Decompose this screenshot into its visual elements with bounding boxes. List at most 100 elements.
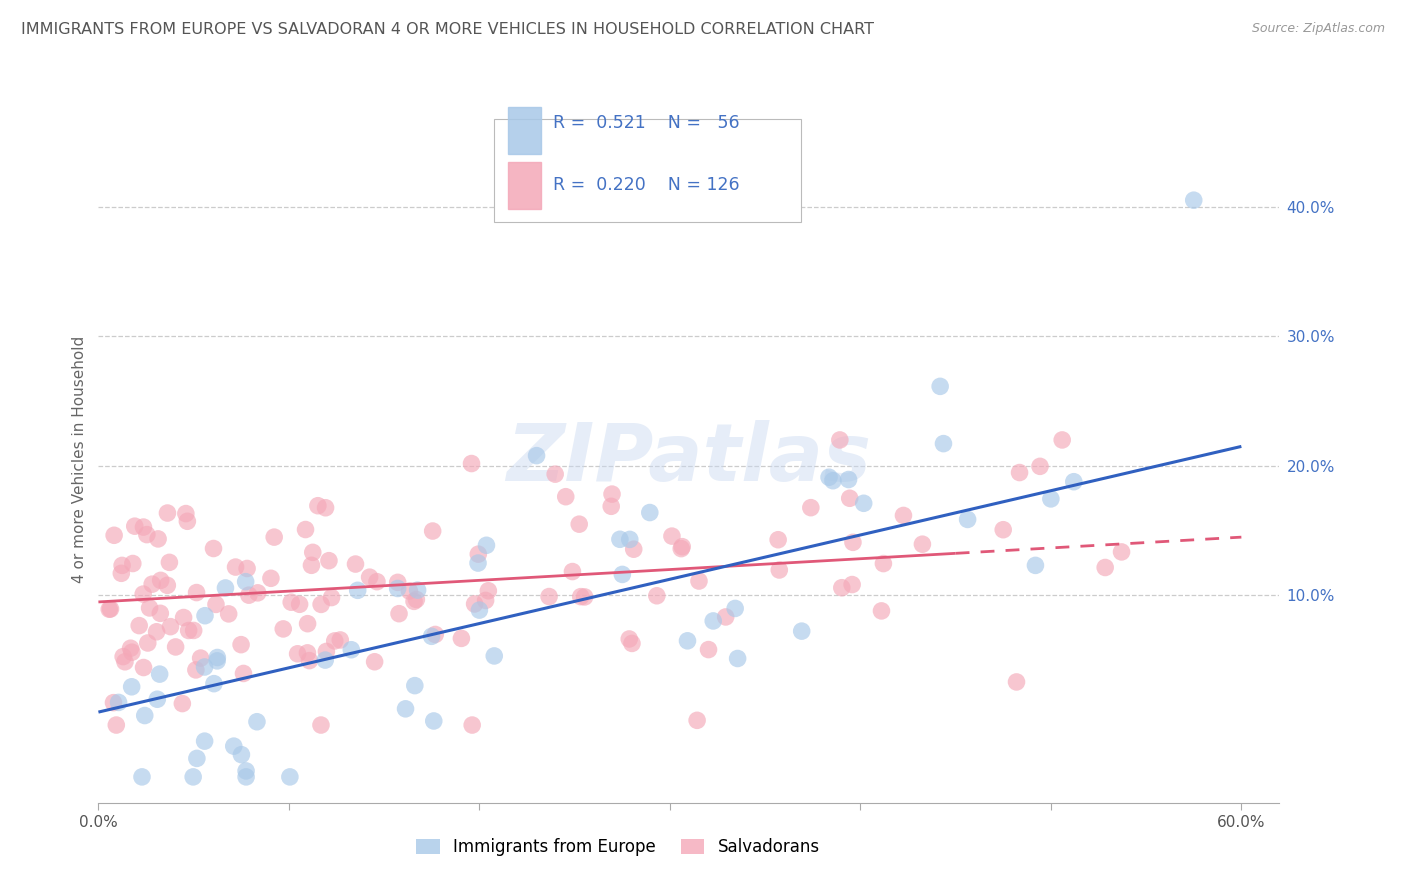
Point xyxy=(141,577,163,591)
Point xyxy=(138,601,160,615)
Point xyxy=(297,616,319,631)
Point xyxy=(136,636,159,650)
Point xyxy=(612,567,634,582)
Point xyxy=(702,614,724,628)
Point xyxy=(422,524,444,538)
Point xyxy=(600,487,623,501)
Point xyxy=(321,591,343,605)
Point xyxy=(790,624,813,639)
Point xyxy=(309,598,332,612)
Point xyxy=(149,667,172,681)
Point xyxy=(225,560,247,574)
Point xyxy=(172,697,194,711)
Point xyxy=(475,538,498,552)
Point xyxy=(114,655,136,669)
Point xyxy=(222,739,245,753)
Point xyxy=(623,542,645,557)
Point xyxy=(911,537,934,551)
Point xyxy=(134,708,156,723)
Point xyxy=(600,500,623,514)
Point xyxy=(193,660,215,674)
Point xyxy=(146,692,169,706)
Point xyxy=(568,517,591,532)
Bar xyxy=(508,162,541,209)
Point xyxy=(145,624,167,639)
Point xyxy=(420,629,443,643)
Point xyxy=(183,624,205,638)
Point xyxy=(229,638,252,652)
Point xyxy=(315,644,337,658)
Point xyxy=(124,519,146,533)
Point xyxy=(800,500,823,515)
Point xyxy=(246,714,269,729)
Point xyxy=(205,598,228,612)
Point xyxy=(98,602,121,616)
Point xyxy=(387,582,409,596)
Point xyxy=(318,554,340,568)
Point xyxy=(165,640,187,654)
Text: R =  0.220    N = 126: R = 0.220 N = 126 xyxy=(553,176,740,194)
Point xyxy=(131,770,153,784)
Point xyxy=(186,585,208,599)
Point xyxy=(207,650,229,665)
Point xyxy=(676,633,699,648)
Point xyxy=(120,641,142,656)
Point xyxy=(280,595,302,609)
Legend: Immigrants from Europe, Salvadorans: Immigrants from Europe, Salvadorans xyxy=(409,832,827,863)
Point xyxy=(404,679,426,693)
Point xyxy=(402,594,425,608)
Point xyxy=(1050,433,1073,447)
Point xyxy=(323,633,346,648)
Point xyxy=(132,660,155,674)
Point xyxy=(190,651,212,665)
Point xyxy=(184,663,207,677)
Point xyxy=(346,583,368,598)
Point xyxy=(645,589,668,603)
Point xyxy=(271,622,294,636)
Point xyxy=(724,601,747,615)
Point xyxy=(103,696,125,710)
Point xyxy=(467,556,489,570)
Point xyxy=(329,632,352,647)
Point xyxy=(661,529,683,543)
Point xyxy=(149,574,172,588)
Point xyxy=(394,702,416,716)
Point xyxy=(173,610,195,624)
Point xyxy=(235,574,257,589)
Point xyxy=(359,570,381,584)
Point xyxy=(464,597,486,611)
Point xyxy=(128,618,150,632)
Point xyxy=(231,747,253,762)
Point xyxy=(405,592,427,607)
Point xyxy=(461,718,484,732)
Point xyxy=(388,607,411,621)
Point xyxy=(205,654,228,668)
Point xyxy=(1024,558,1046,573)
Point xyxy=(186,751,208,765)
Point xyxy=(110,566,132,581)
Point xyxy=(569,590,592,604)
Point xyxy=(103,528,125,542)
Point xyxy=(697,642,720,657)
Point xyxy=(218,607,240,621)
Point xyxy=(278,770,301,784)
Point xyxy=(544,467,567,482)
Point xyxy=(474,593,496,607)
Point xyxy=(766,533,789,547)
Point xyxy=(484,648,506,663)
Point xyxy=(538,590,561,604)
Point xyxy=(609,533,631,547)
Point xyxy=(307,499,329,513)
Point xyxy=(100,602,122,616)
Point xyxy=(298,654,321,668)
Point xyxy=(177,624,200,638)
Point xyxy=(842,535,865,549)
Point xyxy=(619,533,641,547)
Point xyxy=(121,557,143,571)
Point xyxy=(387,575,409,590)
Text: ZIPatlas: ZIPatlas xyxy=(506,420,872,499)
FancyBboxPatch shape xyxy=(494,120,801,222)
Point xyxy=(686,714,709,728)
Point xyxy=(315,500,337,515)
Point xyxy=(671,541,693,556)
